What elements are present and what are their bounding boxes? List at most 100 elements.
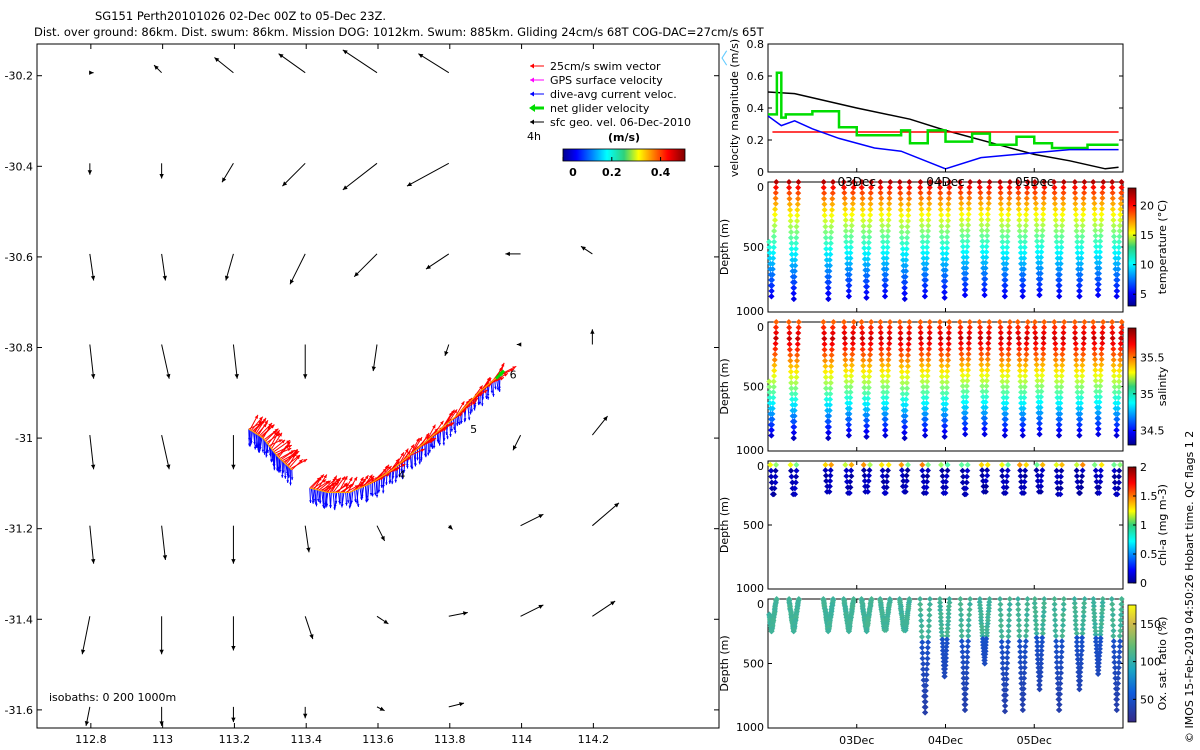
segment2-dac-vector-head: [322, 505, 326, 509]
temperature-point: [920, 255, 927, 262]
sfc-vector-head: [516, 342, 522, 347]
temperature-point: [769, 266, 776, 273]
salinity-point: [1100, 319, 1107, 325]
oxygen-point: [1081, 596, 1088, 602]
oxygen-point: [923, 666, 930, 673]
sfc-vector: [406, 162, 450, 187]
oxygen-point: [1020, 696, 1027, 703]
salinity-point: [1096, 404, 1103, 411]
oxygen-point: [1060, 601, 1067, 608]
temperature-point: [925, 222, 932, 229]
temperature-point: [879, 222, 886, 229]
sfc-vector-head: [371, 366, 376, 372]
temperature-point: [1078, 238, 1085, 245]
salinity-point: [861, 390, 868, 397]
salinity-point: [938, 346, 945, 353]
temperature-point: [1118, 189, 1125, 196]
salinity-point: [1000, 383, 1007, 390]
salinity-point: [963, 388, 970, 395]
segment2-swim-vector-head: [486, 377, 491, 382]
temperature-point: [885, 211, 892, 218]
chla-point: [864, 488, 871, 495]
salinity-point: [903, 379, 910, 386]
temperature-point: [773, 179, 780, 185]
temperature-point: [829, 201, 836, 208]
temperature-point: [961, 292, 968, 299]
oxygen-point: [1005, 617, 1012, 624]
chla-point: [861, 477, 868, 484]
segment1-swim-vector-head: [293, 452, 297, 457]
oxygen-point: [1052, 622, 1059, 629]
temperature-point: [977, 195, 984, 202]
salinity-point: [1093, 388, 1100, 395]
salinity-point: [829, 335, 836, 342]
sfc-vector-head: [166, 373, 171, 379]
salinity-point: [1005, 346, 1012, 353]
temperature-point: [827, 240, 834, 247]
temperature-point: [1117, 200, 1124, 207]
temperature-point: [841, 195, 848, 202]
salinity-point: [986, 319, 993, 325]
salinity-point: [867, 324, 874, 331]
segment2-swim-vector-head: [483, 389, 488, 394]
temperature-point: [826, 257, 833, 263]
oxygen-point: [1096, 645, 1103, 652]
temperature-point: [828, 218, 835, 224]
segment2-dac-vector-head: [410, 466, 414, 470]
salinity-point: [1090, 319, 1097, 325]
temperature-point: [1077, 271, 1084, 278]
temperature-point: [1016, 211, 1023, 218]
temperature-point: [882, 277, 889, 284]
temperature-point: [1116, 233, 1123, 240]
oxygen-point: [1059, 632, 1066, 639]
oxygen-point: [1118, 601, 1125, 608]
segment1-dac-vector: [275, 454, 278, 472]
salinity-point: [822, 374, 829, 381]
oxygen-point: [923, 671, 930, 678]
temperature-point: [917, 184, 924, 191]
salinity-point: [920, 389, 927, 396]
temperature-point: [886, 195, 893, 202]
salinity-point: [926, 340, 933, 347]
segment2-dac-vector-head: [492, 394, 495, 397]
temperature-point: [906, 184, 913, 191]
salinity-point: [958, 351, 965, 358]
salinity-point: [1057, 389, 1064, 396]
salinity-point: [919, 373, 926, 380]
oxygen-point: [964, 648, 971, 655]
oxygen-point: [1040, 608, 1047, 615]
segment1-swim-vector-head: [286, 441, 291, 446]
salinity-point: [793, 368, 800, 375]
oxygen-point: [945, 610, 952, 617]
salinity-point: [979, 383, 986, 390]
velocity-collapse-glyph[interactable]: 〈: [712, 49, 728, 68]
temperature-point: [923, 260, 930, 267]
temperature-point: [966, 184, 973, 191]
oxygen-point: [1041, 596, 1048, 602]
temperature-point: [1060, 189, 1067, 196]
temperature-point: [938, 228, 945, 235]
salinity-point: [978, 351, 985, 358]
salinity-point: [1110, 351, 1117, 358]
segment2-dac-vector-head: [316, 498, 320, 502]
oxygen-point: [1110, 632, 1117, 639]
salinity-point: [1017, 383, 1024, 390]
temperature-point: [863, 289, 870, 296]
temperature-point: [977, 200, 984, 207]
sfc-vector-head: [89, 70, 94, 75]
velocity-y-tick-label: 0.8: [747, 38, 765, 51]
temperature-point: [843, 238, 850, 245]
salinity-point: [791, 412, 798, 419]
temperature-point: [965, 200, 972, 207]
chla-point: [866, 461, 873, 468]
salinity-point: [848, 373, 855, 380]
salinity-point: [1024, 324, 1031, 331]
oxygen-point: [1002, 702, 1009, 709]
temperature-point: [1091, 205, 1098, 212]
oxygen-point: [1111, 654, 1118, 661]
oxygen-point: [958, 632, 965, 639]
salinity-point: [861, 379, 868, 386]
temperature-point: [768, 293, 775, 300]
map-x-tick-label: 113.6: [362, 733, 394, 746]
temperature-point: [979, 249, 986, 256]
